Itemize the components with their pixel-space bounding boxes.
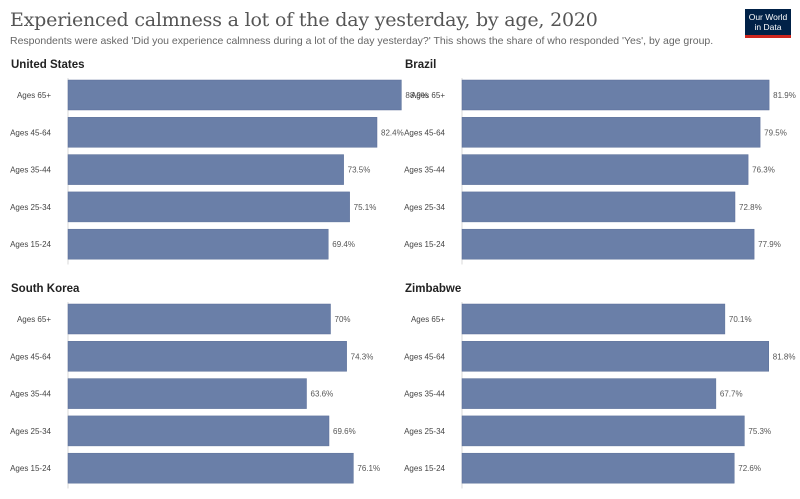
bar [461, 79, 770, 111]
bar [461, 415, 745, 447]
category-label: Ages 45-64 [10, 352, 51, 361]
value-label: 72.6% [738, 464, 761, 473]
panel-zimbabwe: Zimbabwe Ages 65+ 70.1% Ages 45-64 81.8% Ages… [404, 283, 795, 489]
bar [461, 303, 726, 335]
category-label: Ages 15-24 [404, 240, 445, 249]
category-label: Ages 15-24 [10, 464, 51, 473]
value-label: 70.1% [729, 315, 752, 324]
bar [67, 154, 344, 185]
bar [67, 191, 350, 223]
bar [67, 79, 402, 111]
bar [67, 378, 307, 409]
bar [67, 117, 378, 148]
bar [461, 117, 761, 148]
category-label: Ages 65+ [411, 91, 445, 100]
panel-united-states: United States Ages 65+ 88.9% Ages 45-64 82.4… [10, 59, 428, 265]
bar [461, 378, 717, 409]
value-label: 76.3% [752, 166, 775, 175]
value-label: 72.8% [739, 203, 762, 212]
chart-subtitle: Respondents were asked 'Did you experien… [10, 35, 714, 47]
value-label: 81.8% [773, 352, 796, 361]
value-label: 74.3% [351, 352, 374, 361]
category-label: Ages 25-34 [10, 427, 51, 436]
value-label: 75.3% [748, 427, 771, 436]
panel-brazil: Brazil Ages 65+ 81.9% Ages 45-64 79.5% Ages 3… [404, 59, 796, 265]
value-label: 70% [335, 315, 351, 324]
chart-title: Experienced calmness a lot of the day ye… [10, 9, 598, 31]
panel-south-korea: South Korea Ages 65+ 70% Ages 45-64 74.3% Age… [10, 283, 380, 489]
category-label: Ages 25-34 [10, 203, 51, 212]
value-label: 81.9% [773, 91, 796, 100]
logo-line-1: Our World [749, 12, 788, 22]
category-label: Ages 45-64 [404, 352, 445, 361]
value-label: 76.1% [357, 464, 380, 473]
category-label: Ages 35-44 [10, 166, 51, 175]
panel-title: Zimbabwe [405, 283, 461, 295]
bar [461, 341, 769, 372]
panel-title: Brazil [405, 59, 436, 71]
value-label: 88.9% [405, 91, 428, 100]
value-label: 82.4% [381, 128, 404, 137]
category-label: Ages 45-64 [10, 128, 51, 137]
bar [67, 341, 347, 372]
bar [461, 191, 736, 223]
bar [67, 415, 330, 447]
logo-line-2: in Data [755, 22, 782, 32]
category-label: Ages 25-34 [404, 427, 445, 436]
category-label: Ages 35-44 [404, 390, 445, 399]
value-label: 73.5% [348, 166, 371, 175]
bar [461, 452, 735, 484]
category-label: Ages 65+ [17, 315, 51, 324]
bar [67, 228, 329, 260]
category-label: Ages 15-24 [404, 464, 445, 473]
category-label: Ages 25-34 [404, 203, 445, 212]
bar [67, 452, 354, 484]
panel-title: South Korea [11, 283, 80, 295]
value-label: 63.6% [311, 390, 334, 399]
category-label: Ages 45-64 [404, 128, 445, 137]
bar [461, 228, 755, 260]
value-label: 69.6% [333, 427, 356, 436]
category-label: Ages 35-44 [10, 390, 51, 399]
bar [461, 154, 749, 185]
category-label: Ages 35-44 [404, 166, 445, 175]
value-label: 79.5% [764, 128, 787, 137]
category-label: Ages 65+ [17, 91, 51, 100]
category-label: Ages 15-24 [10, 240, 51, 249]
bar [67, 303, 331, 335]
value-label: 67.7% [720, 390, 743, 399]
value-label: 75.1% [354, 203, 377, 212]
panel-title: United States [11, 59, 85, 71]
value-label: 77.9% [758, 240, 781, 249]
owid-logo-mark: Our World in Data [749, 12, 788, 32]
value-label: 69.4% [332, 240, 355, 249]
owid-logo[interactable]: Our World in Data [745, 9, 791, 38]
category-label: Ages 65+ [411, 315, 445, 324]
